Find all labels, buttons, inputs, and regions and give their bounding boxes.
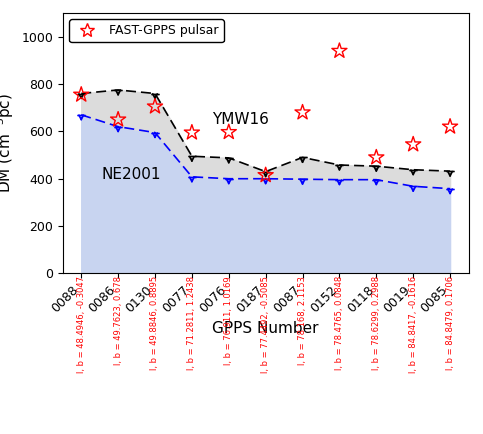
Point bbox=[151, 103, 159, 110]
Text: l, b = 84.8479, 0.1706: l, b = 84.8479, 0.1706 bbox=[446, 276, 455, 370]
Point bbox=[409, 141, 417, 148]
Text: l, b = 84.8417, -0.1616: l, b = 84.8417, -0.1616 bbox=[409, 276, 418, 373]
Text: l, b = 49.8846, 0.8895: l, b = 49.8846, 0.8895 bbox=[151, 276, 159, 370]
Legend: FAST-GPPS pulsar: FAST-GPPS pulsar bbox=[69, 19, 224, 42]
Point bbox=[446, 123, 454, 130]
Y-axis label: DM (cm$^{-3}$pc): DM (cm$^{-3}$pc) bbox=[0, 93, 15, 193]
Point bbox=[114, 116, 122, 123]
Text: NE2001: NE2001 bbox=[101, 167, 161, 182]
Text: l, b = 78.6299, 0.2988: l, b = 78.6299, 0.2988 bbox=[372, 276, 381, 370]
Text: l, b = 78.168, 2.1153: l, b = 78.168, 2.1153 bbox=[298, 276, 307, 365]
Point bbox=[298, 109, 306, 116]
Text: l, b = 49.7623, 0.678: l, b = 49.7623, 0.678 bbox=[114, 276, 123, 365]
Text: l, b = 76.911, 1.0169: l, b = 76.911, 1.0169 bbox=[224, 276, 233, 365]
X-axis label: GPPS Number: GPPS Number bbox=[213, 321, 319, 335]
Point bbox=[77, 91, 85, 98]
Text: l, b = 77.4492, -0.5085: l, b = 77.4492, -0.5085 bbox=[261, 276, 270, 373]
Text: l, b = 71.2811, 1.2438: l, b = 71.2811, 1.2438 bbox=[187, 276, 197, 370]
Point bbox=[262, 172, 270, 179]
Point bbox=[188, 129, 196, 136]
Point bbox=[372, 154, 380, 161]
Point bbox=[225, 128, 233, 135]
Text: l, b = 78.4765, 0.0848: l, b = 78.4765, 0.0848 bbox=[335, 276, 344, 370]
Text: YMW16: YMW16 bbox=[212, 112, 269, 127]
Point bbox=[336, 47, 343, 54]
Text: l, b = 48.4946, -0.3047: l, b = 48.4946, -0.3047 bbox=[77, 276, 85, 373]
